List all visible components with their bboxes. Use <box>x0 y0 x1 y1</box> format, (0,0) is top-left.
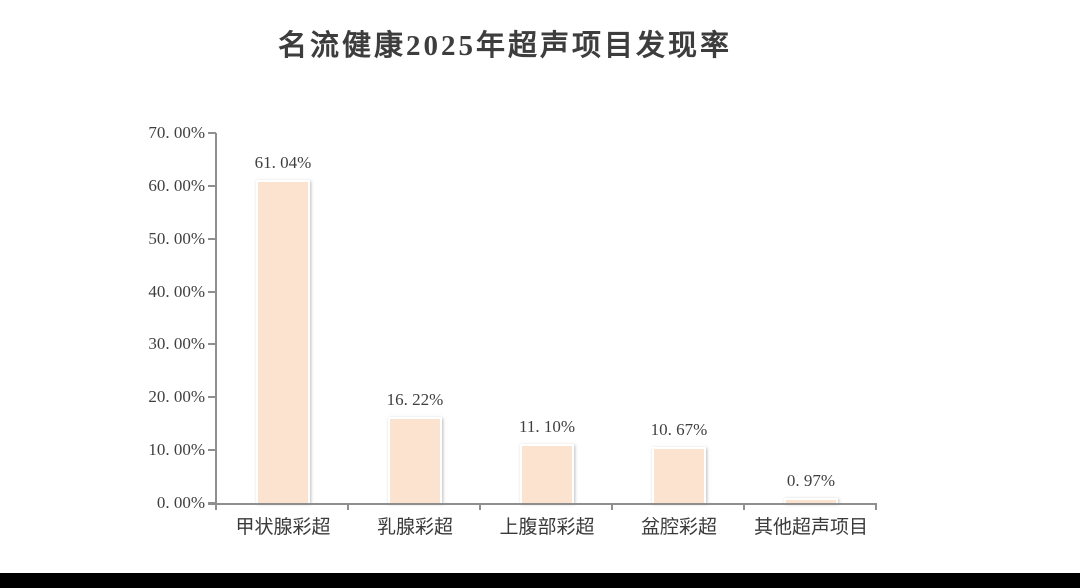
y-tick-label: 20. 00% <box>148 387 205 407</box>
y-tick-mark <box>208 449 216 452</box>
y-tick-mark <box>208 184 216 187</box>
y-tick-label: 0. 00% <box>156 493 205 512</box>
x-tick-mark <box>743 503 745 510</box>
bar-value-label: 16. 22% <box>386 390 444 410</box>
bar-value-label: 10. 67% <box>650 419 708 439</box>
x-tick-mark <box>479 503 481 510</box>
y-tick-mark <box>208 290 216 293</box>
y-tick-label: 70. 00% <box>148 123 205 142</box>
bar <box>388 417 442 503</box>
x-tick-mark <box>611 503 613 510</box>
x-axis-line <box>208 503 877 505</box>
y-tick-label: 50. 00% <box>148 228 205 248</box>
chart-title: 名流健康2025年超声项目发现率 <box>277 30 732 62</box>
bar <box>784 497 838 503</box>
y-tick-label: 30. 00% <box>148 334 205 354</box>
category-label: 乳腺彩超 <box>376 517 453 538</box>
y-axis-line <box>215 133 217 509</box>
bar-value-label: 61. 04% <box>254 153 312 173</box>
y-tick-label: 10. 00% <box>148 440 205 460</box>
y-tick-mark <box>208 502 216 504</box>
x-tick-mark <box>875 503 877 510</box>
bar <box>256 180 310 503</box>
bar-value-label: 11. 10% <box>518 417 576 437</box>
y-tick-mark <box>208 343 216 346</box>
y-tick-mark <box>208 237 216 240</box>
category-label: 盆腔彩超 <box>640 517 717 538</box>
category-label: 甲状腺彩超 <box>235 517 331 538</box>
bar <box>652 446 706 503</box>
category-label: 其他超声项目 <box>753 517 868 538</box>
y-tick-mark <box>208 396 216 399</box>
category-label: 上腹部彩超 <box>499 517 595 538</box>
y-tick-mark <box>208 132 216 134</box>
bottom-black-strip <box>0 573 1080 588</box>
x-tick-mark <box>215 503 217 510</box>
y-tick-label: 40. 00% <box>148 281 205 301</box>
x-tick-mark <box>347 503 349 510</box>
y-tick-label: 60. 00% <box>148 175 205 195</box>
bar <box>520 444 574 503</box>
bar-value-label: 0. 97% <box>786 470 836 490</box>
